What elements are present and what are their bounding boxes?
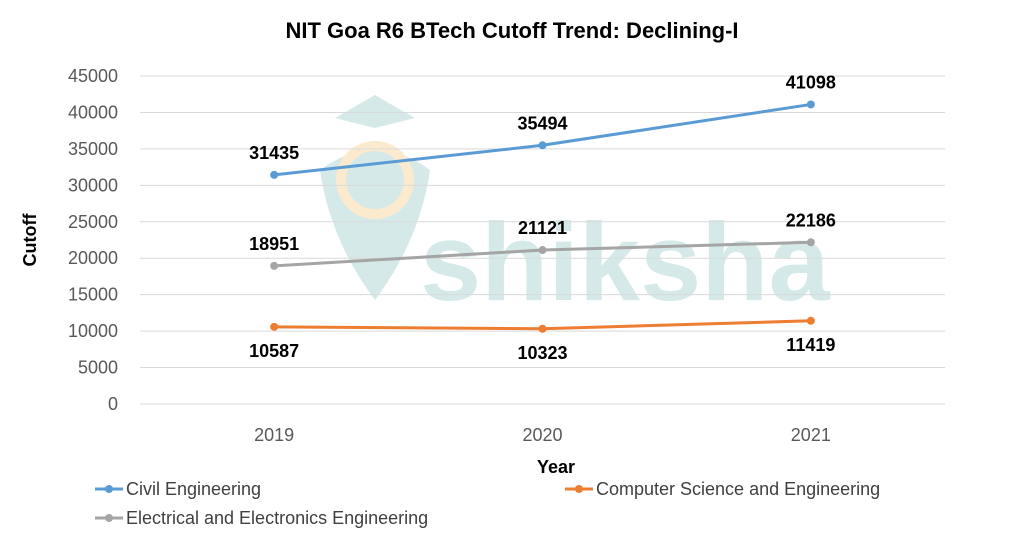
- legend-marker-icon: [575, 485, 583, 493]
- svg-text:shiksha: shiksha: [420, 201, 830, 324]
- y-tick-label: 20000: [68, 248, 118, 268]
- legend-marker-icon: [105, 514, 113, 522]
- y-tick-label: 30000: [68, 175, 118, 195]
- data-point: [270, 170, 279, 179]
- y-tick-label: 35000: [68, 139, 118, 159]
- y-tick-label: 10000: [68, 321, 118, 341]
- y-tick-label: 0: [108, 394, 118, 414]
- data-point: [538, 324, 547, 333]
- y-tick-label: 45000: [68, 66, 118, 86]
- data-label: 31435: [249, 143, 299, 163]
- data-point: [806, 316, 815, 325]
- data-label: 35494: [517, 113, 567, 133]
- legend-label: Civil Engineering: [126, 479, 261, 499]
- data-point: [806, 100, 815, 109]
- data-label: 18951: [249, 234, 299, 254]
- legend: Civil Engineering Computer Science and En…: [95, 479, 880, 528]
- legend-label: Computer Science and Engineering: [596, 479, 880, 499]
- legend-item: Civil Engineering: [95, 479, 261, 499]
- data-point: [806, 238, 815, 247]
- y-tick-label: 5000: [78, 358, 118, 378]
- data-point: [538, 246, 547, 255]
- legend-marker-icon: [105, 485, 113, 493]
- y-tick-label: 25000: [68, 212, 118, 232]
- legend-item: Electrical and Electronics Engineering: [95, 508, 428, 528]
- y-tick-label: 40000: [68, 102, 118, 122]
- shiksha-watermark: shiksha: [320, 95, 830, 324]
- data-label: 21121: [518, 218, 567, 238]
- data-label: 10323: [517, 343, 567, 363]
- x-tick-label: 2019: [254, 425, 294, 445]
- x-tick-label: 2020: [522, 425, 562, 445]
- x-tick-label: 2021: [791, 425, 831, 445]
- chart-title: NIT Goa R6 BTech Cutoff Trend: Declining…: [285, 18, 738, 43]
- x-axis-title: Year: [537, 457, 575, 477]
- data-label: 22186: [786, 210, 836, 230]
- data-label: 10587: [249, 341, 299, 361]
- y-tick-label: 15000: [68, 285, 118, 305]
- data-point: [270, 261, 279, 270]
- data-label: 11419: [786, 335, 835, 355]
- data-point: [270, 322, 279, 331]
- legend-label: Electrical and Electronics Engineering: [126, 508, 428, 528]
- data-label: 41098: [786, 72, 836, 92]
- legend-item: Computer Science and Engineering: [565, 479, 880, 499]
- data-point: [538, 141, 547, 150]
- y-axis-title: Cutoff: [20, 213, 40, 267]
